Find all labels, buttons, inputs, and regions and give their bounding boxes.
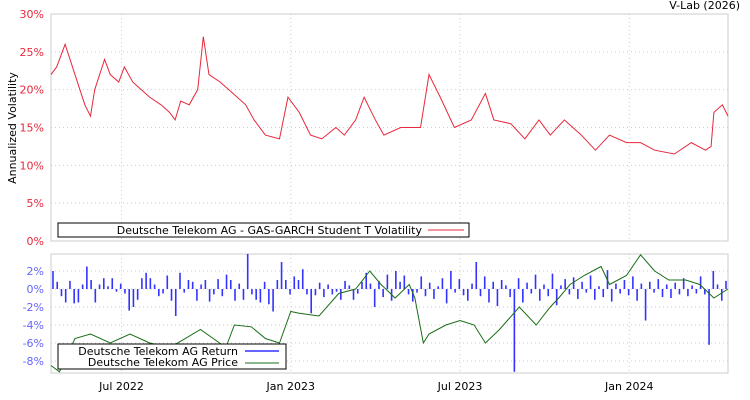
y-tick-label: 0%	[27, 235, 44, 248]
y-tick-label: 10%	[20, 159, 44, 172]
x-tick-label: Jul 2023	[437, 380, 483, 393]
legend-label: Deutsche Telekom AG Return	[78, 345, 238, 358]
y-axis-label: Annualized Volatility	[6, 72, 19, 184]
legend-label: Deutsche Telekom AG - GAS-GARCH Student …	[117, 224, 423, 237]
y-tick-label: 5%	[27, 197, 44, 210]
y-tick-label: 2%	[27, 265, 44, 278]
y-tick-label: -4%	[23, 319, 44, 332]
x-tick-label: Jul 2022	[98, 380, 144, 393]
y-tick-label: 25%	[20, 46, 44, 59]
y-tick-label: -8%	[23, 355, 44, 368]
y-tick-label: 30%	[20, 8, 44, 21]
x-tick-label: Jan 2024	[604, 380, 653, 393]
plot-area	[50, 13, 729, 242]
volatility-line	[50, 36, 729, 155]
x-tick-label: Jan 2023	[266, 380, 315, 393]
return-price-chart: -8% -6% -4% -2% 0% 2% Jul 2022 Jan 2023 Jul 2023…	[23, 253, 729, 393]
legend-box	[57, 222, 470, 238]
y-tick-label: 15%	[20, 122, 44, 135]
y-tick-label: -6%	[23, 337, 44, 350]
legend-label: Deutsche Telekom AG Price	[88, 356, 238, 369]
y-tick-label: -2%	[23, 301, 44, 314]
price-line	[50, 253, 729, 373]
y-tick-label: 20%	[20, 84, 44, 97]
volatility-chart: 0% 5% 10% 15% 20% 25% 30% Annualized Volatility…	[6, 8, 729, 248]
y-tick-label: 0%	[27, 283, 44, 296]
legend-box	[57, 343, 287, 370]
credit-text: V-Lab (2026)	[669, 0, 740, 12]
